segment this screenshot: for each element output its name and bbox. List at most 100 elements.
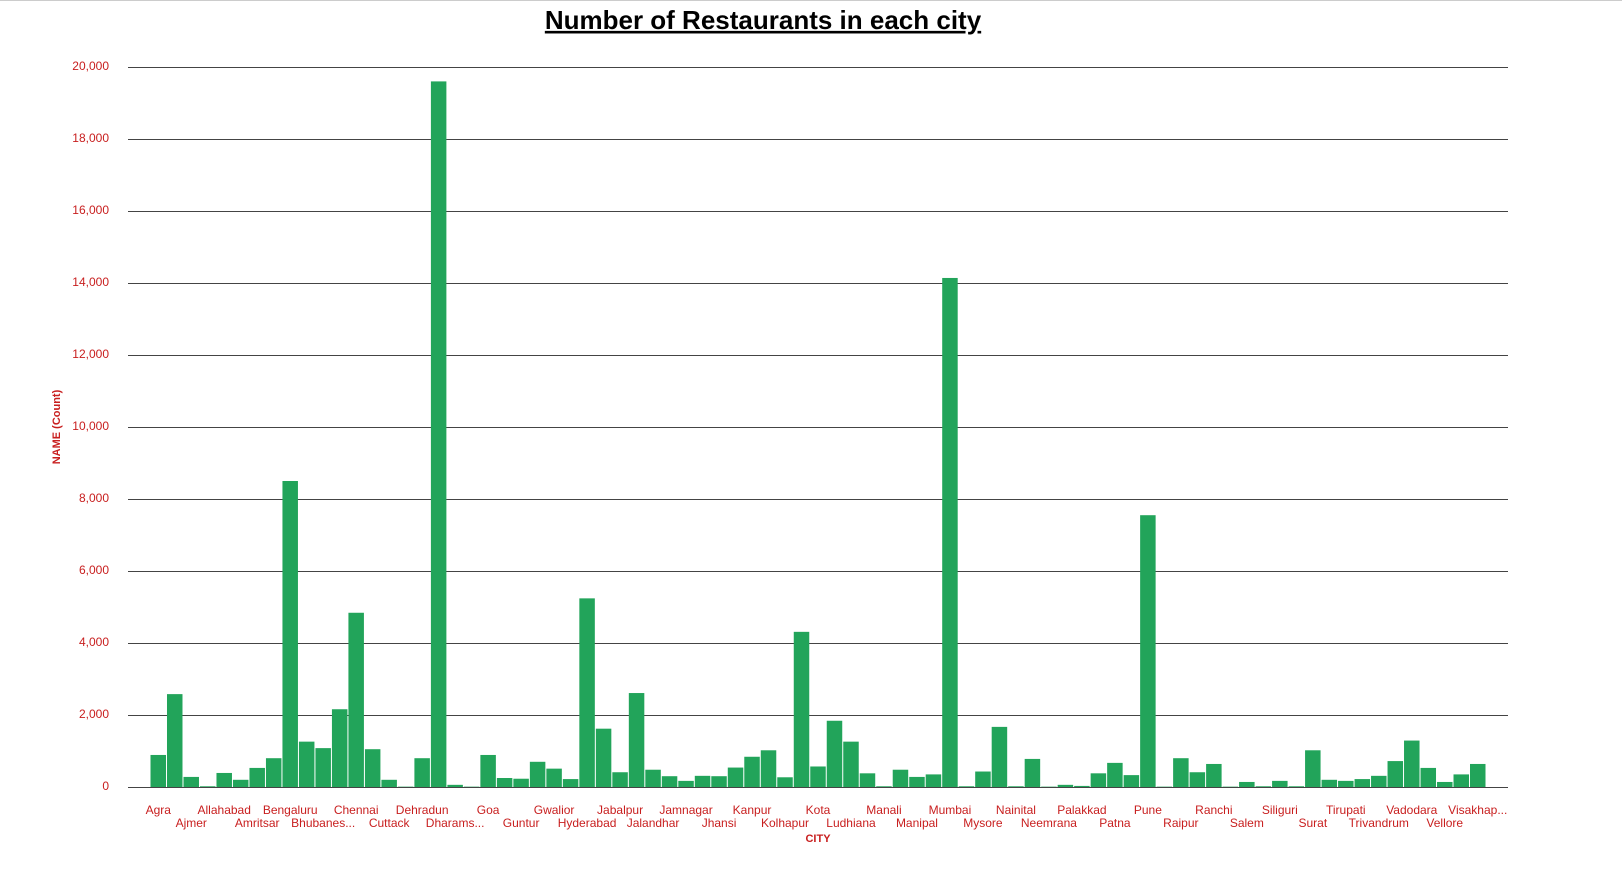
- bar: [414, 758, 430, 787]
- bar: [628, 693, 645, 787]
- bar: [298, 741, 315, 787]
- x-tick-label: Jhansi: [702, 816, 737, 830]
- bar: [1189, 772, 1206, 787]
- x-tick-label: Raipur: [1163, 816, 1198, 830]
- y-tick-label: 14,000: [72, 275, 109, 289]
- bar: [364, 749, 381, 787]
- bar: [166, 694, 183, 787]
- bar: [529, 761, 546, 787]
- bar: [1090, 773, 1107, 787]
- x-tick-label: Bengaluru: [263, 803, 318, 817]
- bar: [1255, 786, 1272, 787]
- bar: [1074, 785, 1090, 787]
- bar: [975, 771, 991, 787]
- bar: [892, 769, 909, 787]
- y-tick-label: 10,000: [72, 419, 109, 433]
- y-tick-label: 18,000: [72, 131, 109, 145]
- bar: [1470, 763, 1486, 787]
- bar: [562, 779, 579, 787]
- x-tick-label: Ludhiana: [826, 816, 876, 830]
- bar: [678, 780, 694, 787]
- x-tick-label: Nainital: [996, 803, 1036, 817]
- x-tick-label: Neemrana: [1021, 816, 1077, 830]
- bar: [1024, 758, 1041, 787]
- bar: [925, 774, 942, 787]
- y-tick-label: 2,000: [79, 707, 109, 721]
- bar: [1140, 515, 1156, 787]
- bar: [793, 631, 810, 787]
- bar: [183, 776, 199, 787]
- x-tick-label: Pune: [1134, 803, 1162, 817]
- bar: [1453, 774, 1470, 787]
- x-tick-label: Vellore: [1426, 816, 1463, 830]
- y-tick-label: 0: [102, 779, 109, 793]
- bar: [826, 720, 843, 787]
- y-tick-label: 4,000: [79, 635, 109, 649]
- bar: [1404, 740, 1420, 787]
- x-tick-label: Kanpur: [733, 803, 772, 817]
- x-tick-label: Guntur: [503, 816, 540, 830]
- x-tick-label: Jalandhar: [627, 816, 680, 830]
- bar: [1321, 779, 1338, 787]
- x-tick-label: Manali: [866, 803, 901, 817]
- bar: [232, 779, 249, 787]
- bar: [612, 772, 628, 787]
- bar: [1437, 781, 1453, 787]
- x-tick-label: Visakhap...: [1448, 803, 1507, 817]
- x-tick-label: Mysore: [963, 816, 1003, 830]
- x-tick-label: Ranchi: [1195, 803, 1232, 817]
- x-tick-label: Cuttack: [369, 816, 411, 830]
- x-tick-label: Kolhapur: [761, 816, 809, 830]
- bar: [694, 775, 711, 787]
- x-tick-label: Dharams...: [426, 816, 485, 830]
- bar: [1371, 775, 1387, 787]
- bar: [216, 772, 232, 787]
- bar: [727, 767, 744, 787]
- x-tick-label: Dehradun: [396, 803, 449, 817]
- x-tick-label: Hyderabad: [558, 816, 617, 830]
- y-tick-label: 20,000: [72, 59, 109, 73]
- x-tick-label: Surat: [1298, 816, 1327, 830]
- bar: [1173, 758, 1189, 787]
- x-tick-label: Manipal: [896, 816, 938, 830]
- x-tick-label: Chennai: [334, 803, 379, 817]
- x-tick-label: Allahabad: [198, 803, 251, 817]
- x-tick-label: Amritsar: [235, 816, 280, 830]
- bar: [265, 758, 282, 787]
- bar: [810, 766, 826, 787]
- bar: [1354, 779, 1371, 787]
- chart-title: Number of Restaurants in each city: [545, 5, 982, 35]
- bar: [282, 481, 298, 787]
- y-tick-label: 8,000: [79, 491, 109, 505]
- x-tick-label: Mumbai: [929, 803, 972, 817]
- bar: [513, 778, 529, 787]
- bar: [991, 726, 1008, 787]
- bar: [331, 709, 348, 787]
- x-tick-label: Vadodara: [1386, 803, 1437, 817]
- bar: [876, 786, 892, 787]
- bar: [348, 612, 364, 787]
- x-tick-label: Bhubanes...: [291, 816, 355, 830]
- bar: [958, 786, 975, 787]
- bar: [1008, 786, 1024, 787]
- bar: [199, 786, 216, 787]
- x-tick-label: Ajmer: [176, 816, 207, 830]
- bar: [480, 754, 496, 787]
- bar: [645, 769, 661, 787]
- x-tick-label: Palakkad: [1057, 803, 1106, 817]
- y-tick-label: 12,000: [72, 347, 109, 361]
- x-tick-label: Patna: [1099, 816, 1131, 830]
- bar: [1305, 750, 1321, 787]
- x-tick-label: Agra: [146, 803, 172, 817]
- x-tick-label: Tirupati: [1326, 803, 1366, 817]
- x-axis-label: CITY: [805, 833, 831, 845]
- x-tick-label: Kota: [806, 803, 831, 817]
- bar: [777, 777, 793, 787]
- bar: [711, 776, 727, 787]
- bar: [546, 768, 562, 787]
- bar: [1420, 767, 1437, 787]
- bar: [1387, 761, 1404, 787]
- bar: [1107, 762, 1123, 787]
- y-tick-label: 6,000: [79, 563, 109, 577]
- bar: [1206, 763, 1222, 787]
